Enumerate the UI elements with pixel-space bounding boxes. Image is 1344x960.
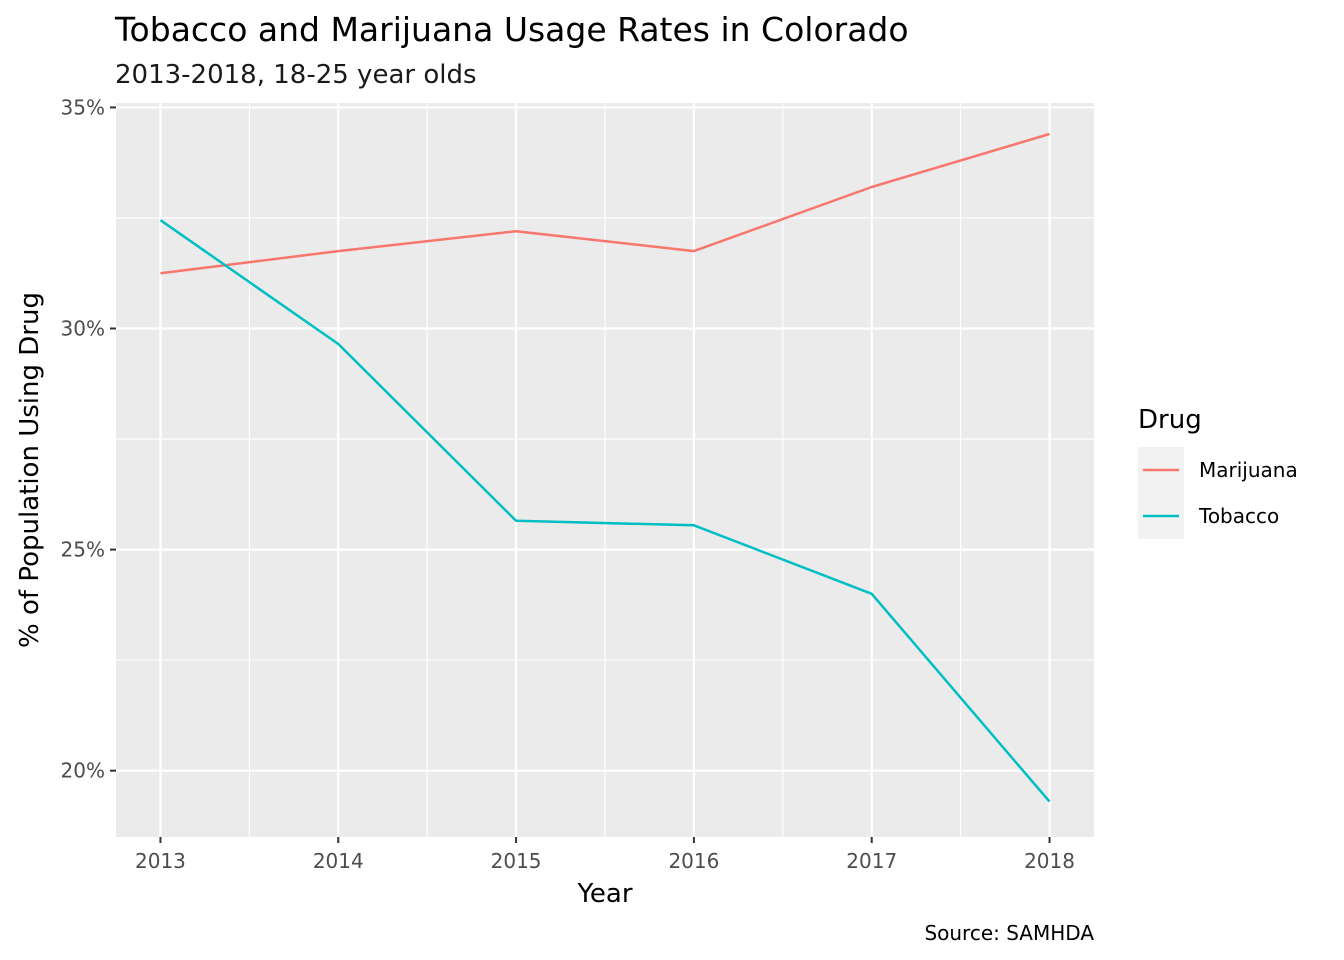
chart-subtitle: 2013-2018, 18-25 year olds xyxy=(115,60,477,90)
x-tick-label: 2013 xyxy=(135,849,186,873)
source-caption: Source: SAMHDA xyxy=(924,921,1094,945)
x-tick-label: 2018 xyxy=(1024,849,1075,873)
x-axis: 2013 2014 2015 2016 2017 2018 xyxy=(135,837,1075,873)
legend-label-marijuana: Marijuana xyxy=(1199,458,1298,482)
legend-label-tobacco: Tobacco xyxy=(1198,504,1279,528)
legend-key-background xyxy=(1138,447,1184,539)
y-axis-title: % of Population Using Drug xyxy=(15,292,45,648)
y-tick-label: 25% xyxy=(61,538,105,562)
y-tick-label: 35% xyxy=(61,95,105,119)
y-tick-label: 20% xyxy=(61,759,105,783)
y-axis: 20% 25% 30% 35% xyxy=(61,95,116,782)
x-tick-label: 2015 xyxy=(491,849,542,873)
y-tick-label: 30% xyxy=(61,317,105,341)
x-tick-label: 2017 xyxy=(846,849,897,873)
x-axis-title: Year xyxy=(576,879,632,909)
x-tick-label: 2014 xyxy=(313,849,364,873)
x-tick-label: 2016 xyxy=(668,849,719,873)
legend-title: Drug xyxy=(1138,405,1202,435)
chart-title: Tobacco and Marijuana Usage Rates in Col… xyxy=(114,10,909,49)
legend: Drug Marijuana Tobacco xyxy=(1138,405,1298,539)
